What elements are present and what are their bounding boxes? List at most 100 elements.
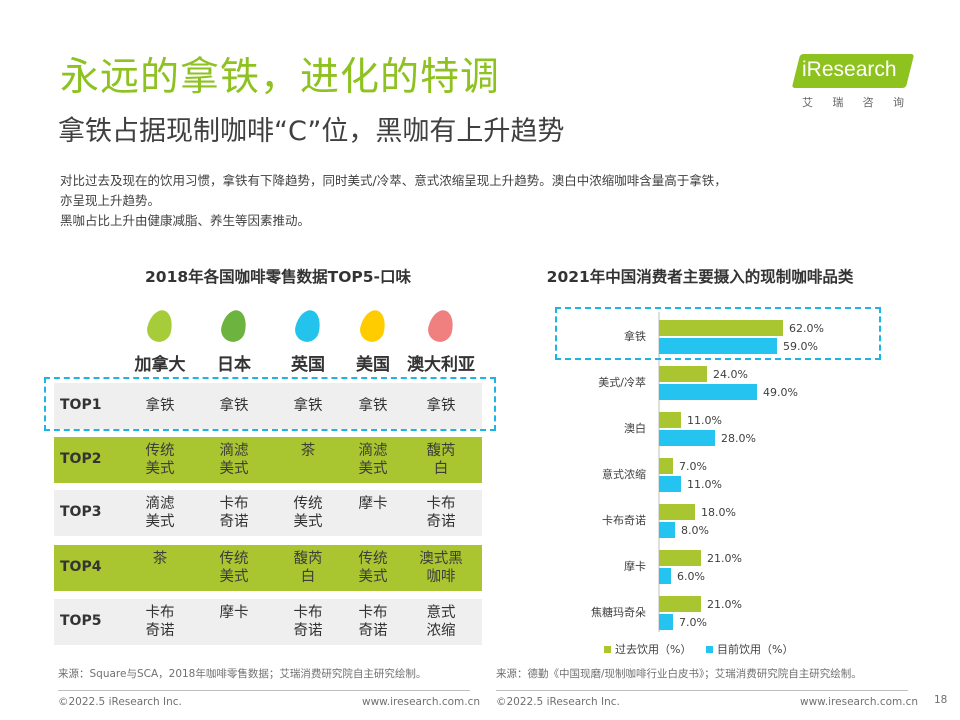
- footer-url-right: www.iresearch.com.cn: [800, 696, 919, 708]
- legend-label-now: 目前饮用（%）: [717, 643, 794, 656]
- table-cell-line: 卡布: [358, 605, 388, 621]
- table-cell-line: 美式: [358, 569, 388, 585]
- coffee-bean-icon: [144, 307, 176, 345]
- table-cell-line: 美式: [358, 461, 388, 477]
- table-cell-line: 摩卡: [219, 605, 249, 621]
- table-cell-line: 馥芮: [293, 551, 323, 567]
- summary-line: 亦呈现上升趋势。: [60, 193, 161, 208]
- table-cell: 滴滤 美式: [128, 495, 192, 531]
- table-cell-line: 浓缩: [426, 623, 456, 639]
- table-cell: 卡布 奇诺: [128, 604, 192, 640]
- data-label: 28.0%: [721, 432, 756, 445]
- footer-divider-left: [58, 690, 470, 691]
- table-cell-line: 咖啡: [426, 569, 456, 585]
- table-cell-line: 拿铁: [219, 398, 249, 414]
- country-name: 美国: [356, 355, 390, 375]
- top1-highlight-box: [44, 377, 496, 431]
- page-title: 永远的拿铁，进化的特调: [60, 55, 501, 100]
- table-cell: 馥芮白: [409, 442, 473, 478]
- table-cell-line: 卡布: [293, 605, 323, 621]
- table-cell-line: 美式: [293, 514, 323, 530]
- data-label: 24.0%: [713, 368, 748, 381]
- data-label: 11.0%: [687, 478, 722, 491]
- footer-copyright-left: ©2022.5 iResearch Inc.: [58, 696, 182, 708]
- rank-label: TOP1: [60, 397, 102, 413]
- table-cell: 卡布 奇诺: [341, 604, 405, 640]
- table-cell: 传统 美式: [128, 442, 192, 478]
- summary-line: 对比过去及现在的饮用习惯，拿铁有下降趋势，同时美式/冷萃、意式浓缩呈现上升趋势。…: [60, 173, 727, 188]
- table-cell-line: 滴滤: [145, 496, 175, 512]
- country-column-header: 澳大利亚: [401, 307, 481, 375]
- left-source-note: 来源：Square与SCA，2018年咖啡零售数据；艾瑞消费研究院自主研究绘制。: [58, 668, 427, 680]
- table-cell-line: 奇诺: [358, 623, 388, 639]
- bar-now: [659, 568, 671, 584]
- data-label: 8.0%: [681, 524, 709, 537]
- legend-past: 过去饮用（%）: [604, 641, 691, 657]
- table-cell-line: 拿铁: [145, 398, 175, 414]
- legend-label-past: 过去饮用（%）: [615, 643, 692, 656]
- table-cell-line: 拿铁: [358, 398, 388, 414]
- table-cell: 澳式黑 咖啡: [409, 550, 473, 586]
- table-cell-line: 茶: [152, 551, 168, 567]
- coffee-bean-icon: [357, 307, 389, 345]
- table-cell: 馥芮白: [276, 550, 340, 586]
- table-row: TOP2 传统 美式 滴滤 美式茶滴滤 美式 馥芮白: [54, 437, 482, 483]
- logo-text: iResearch: [802, 58, 897, 81]
- table-cell-line: 奇诺: [426, 514, 456, 530]
- legend-swatch-now: [706, 646, 713, 653]
- table-cell-line: 奇诺: [293, 623, 323, 639]
- country-name: 加拿大: [134, 355, 186, 375]
- table-cell-line: 白: [433, 461, 449, 477]
- table-cell-line: 奇诺: [145, 623, 175, 639]
- footer-url-left: www.iresearch.com.cn: [362, 696, 481, 708]
- country-name: 日本: [217, 355, 251, 375]
- summary-text: 对比过去及现在的饮用习惯，拿铁有下降趋势，同时美式/冷萃、意式浓缩呈现上升趋势。…: [60, 171, 920, 231]
- table-cell: 茶: [276, 442, 340, 460]
- table-cell: 意式 浓缩: [409, 604, 473, 640]
- table-cell: 拿铁: [276, 397, 340, 415]
- table-cell: 传统 美式: [341, 550, 405, 586]
- table-cell: 传统 美式: [276, 495, 340, 531]
- data-label: 6.0%: [677, 570, 705, 583]
- table-row: TOP3 滴滤 美式 卡布 奇诺 传统 美式 摩卡 卡布 奇诺: [54, 490, 482, 536]
- bar-past: [659, 504, 695, 520]
- summary-line: 黑咖占比上升由健康减脂、养生等因素推动。: [60, 213, 311, 228]
- table-cell-line: 意式: [426, 605, 456, 621]
- country-name: 澳大利亚: [407, 355, 475, 375]
- logo-char: 瑞: [832, 96, 844, 109]
- table-cell-line: 拿铁: [293, 398, 323, 414]
- table-cell-line: 卡布: [426, 496, 456, 512]
- data-label: 18.0%: [701, 506, 736, 519]
- rank-label: TOP5: [60, 613, 102, 629]
- table-row: TOP1 拿铁 拿铁 拿铁 拿铁 拿铁: [54, 383, 482, 429]
- table-cell-line: 美式: [219, 569, 249, 585]
- rank-label: TOP4: [60, 559, 102, 575]
- bar-past: [659, 458, 673, 474]
- rank-label: TOP3: [60, 504, 102, 520]
- table-cell-line: 馥芮: [426, 443, 456, 459]
- data-label: 11.0%: [687, 414, 722, 427]
- logo-char: 艾: [802, 96, 813, 109]
- table-cell-line: 澳式黑: [419, 551, 463, 567]
- table-cell-line: 美式: [145, 514, 175, 530]
- bar-past: [659, 366, 707, 382]
- category-label: 意式浓缩: [602, 467, 646, 481]
- logo-char: 咨: [862, 96, 874, 109]
- table-cell: 卡布 奇诺: [202, 495, 266, 531]
- table-cell-line: 卡布: [145, 605, 175, 621]
- data-label: 7.0%: [679, 460, 707, 473]
- category-label: 澳白: [624, 421, 646, 435]
- country-column-header: 日本: [194, 307, 274, 375]
- table-cell-line: 美式: [145, 461, 175, 477]
- data-label: 21.0%: [707, 598, 742, 611]
- rank-label: TOP2: [60, 451, 102, 467]
- bar-now: [659, 476, 681, 492]
- bar-now: [659, 522, 675, 538]
- legend-swatch-past: [604, 646, 611, 653]
- category-label: 焦糖玛奇朵: [591, 605, 646, 619]
- table-cell: 摩卡: [341, 495, 405, 513]
- table-cell-line: 传统: [219, 551, 249, 567]
- table-cell: 拿铁: [128, 397, 192, 415]
- table-cell-line: 奇诺: [219, 514, 249, 530]
- table-cell: 传统 美式: [202, 550, 266, 586]
